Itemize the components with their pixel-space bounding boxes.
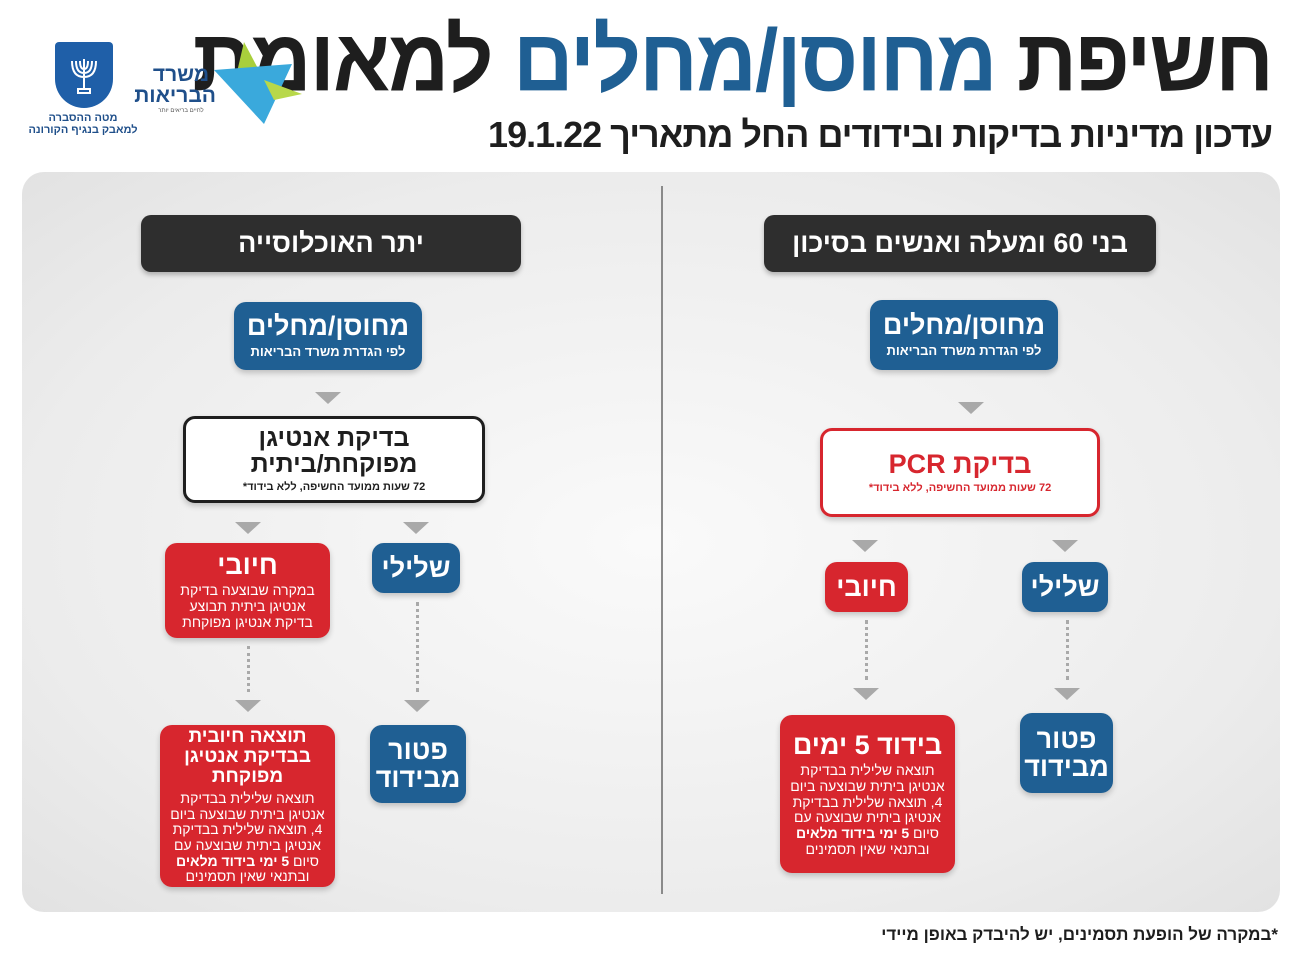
arrow-down-icon	[404, 700, 430, 712]
antigen-test-title: בדיקת אנטיגן מפוקחת/ביתית	[250, 423, 418, 479]
right-start-sub: לפי הגדרת משרד הבריאות	[886, 342, 1042, 358]
state-caption: מטה ההסברה למאבק בנגיף הקורונה	[28, 112, 138, 136]
dotted-connector	[1066, 620, 1069, 680]
left-positive-box: חיובי במקרה שבוצעה בדיקת אנטיגן ביתית תב…	[165, 543, 330, 638]
title-part-vaccinated: מחוסן/מחלים	[512, 10, 997, 110]
general-population-header: יתר האוכלוסייה	[141, 215, 521, 272]
right-exempt-box: פטור מבידוד	[1020, 713, 1113, 793]
arrow-down-icon	[1054, 688, 1080, 700]
dotted-connector	[416, 602, 419, 692]
exempt-line1: פטור	[1036, 723, 1097, 754]
isolation-body-bold: 5 ימי בידוד מלאים	[796, 824, 910, 841]
antigen-test-box: בדיקת אנטיגן מפוקחת/ביתית 72 שעות ממועד …	[183, 416, 485, 503]
right-positive-box: חיובי	[825, 562, 908, 612]
confirmed-body-text: ובתנאי שאין תסמינים	[185, 868, 310, 885]
left-negative-label: שלילי	[381, 552, 451, 583]
left-positive-title: חיובי	[217, 549, 278, 580]
arrow-down-icon	[235, 522, 261, 534]
ministry-logo-icon	[214, 42, 302, 124]
page-title: חשיפת מחוסן/מחלים למאומת	[192, 16, 1274, 104]
confirmed-antigen-box: תוצאה חיובית בבדיקת אנטיגן מפוקחת תוצאה …	[160, 725, 335, 887]
exempt-line2: מבידוד	[1024, 752, 1109, 782]
right-negative-box: שלילי	[1022, 562, 1108, 612]
left-negative-box: שלילי	[372, 543, 460, 593]
column-divider	[661, 186, 663, 894]
ministry-name-line1: משרד	[152, 63, 210, 86]
left-start-box: מחוסן/מחלים לפי הגדרת משרד הבריאות	[234, 302, 422, 370]
confirmed-body-text: תוצאה שלילית בבדיקת אנטיגן ביתית שבוצעה …	[170, 789, 325, 869]
right-start-title: מחוסן/מחלים	[882, 310, 1046, 341]
left-positive-body: במקרה שבוצעה בדיקת אנטיגן ביתית תבוצע בד…	[180, 582, 315, 630]
confirmed-title: תוצאה חיובית בבדיקת אנטיגן מפוקחת	[184, 726, 311, 787]
left-exempt-box: פטור מבידוד	[370, 725, 466, 803]
confirmed-body-bold: 5 ימי בידוד מלאים	[176, 852, 290, 869]
right-positive-label: חיובי	[836, 571, 897, 602]
dotted-connector	[865, 620, 868, 680]
state-emblem-icon	[55, 42, 113, 108]
state-caption-line1: מטה ההסברה	[48, 112, 118, 124]
confirmed-body: תוצאה שלילית בבדיקת אנטיגן ביתית שבוצעה …	[160, 789, 335, 885]
isolation-body-text: תוצאה שלילית בבדיקת אנטיגן ביתית שבוצעה …	[790, 762, 945, 841]
right-negative-label: שלילי	[1030, 571, 1100, 602]
isolation-body: תוצאה שלילית בבדיקת אנטיגן ביתית שבוצעה …	[780, 762, 955, 857]
exempt-line1: פטור	[388, 734, 448, 765]
pcr-test-sub: 72 שעות ממועד החשיפה, ללא בידוד*	[868, 482, 1052, 495]
arrow-down-icon	[235, 700, 261, 712]
page-subtitle: עדכון מדיניות בדיקות ובידודים החל מתאריך…	[488, 114, 1273, 155]
ministry-name-line2: הבריאות	[134, 84, 216, 107]
isolation-5-days-box: בידוד 5 ימים תוצאה שלילית בבדיקת אנטיגן …	[780, 715, 955, 873]
pcr-test-title: בדיקת PCR	[888, 449, 1032, 479]
arrow-down-icon	[958, 402, 984, 414]
isolation-title: בידוד 5 ימים	[792, 729, 943, 760]
arrow-down-icon	[315, 392, 341, 404]
footnote: *במקרה של הופעת תסמינים, יש להיבדק באופן…	[881, 925, 1278, 944]
antigen-test-sub: 72 שעות ממועד החשיפה, ללא בידוד*	[242, 481, 426, 494]
left-start-sub: לפי הגדרת משרד הבריאות	[250, 343, 406, 359]
exempt-line2: מבידוד	[375, 763, 461, 793]
isolation-body-text: ובתנאי שאין תסמינים	[805, 840, 930, 857]
left-start-title: מחוסן/מחלים	[246, 311, 410, 342]
pcr-test-box: בדיקת PCR 72 שעות ממועד החשיפה, ללא בידו…	[820, 428, 1100, 517]
arrow-down-icon	[1052, 540, 1078, 552]
ministry-slogan: לחיים בריאים יותר	[158, 108, 204, 114]
right-start-box: מחוסן/מחלים לפי הגדרת משרד הבריאות	[870, 300, 1058, 370]
arrow-down-icon	[403, 522, 429, 534]
high-risk-header: בני 60 ומעלה ואנשים בסיכון	[764, 215, 1156, 272]
ministry-logo-text: משרד הבריאות לחיים בריאים יותר	[134, 63, 216, 114]
arrow-down-icon	[853, 688, 879, 700]
arrow-down-icon	[852, 540, 878, 552]
dotted-connector	[247, 646, 250, 692]
state-caption-line2: למאבק בנגיף הקורונה	[28, 124, 138, 137]
title-part-exposure: חשיפת	[1016, 10, 1274, 110]
